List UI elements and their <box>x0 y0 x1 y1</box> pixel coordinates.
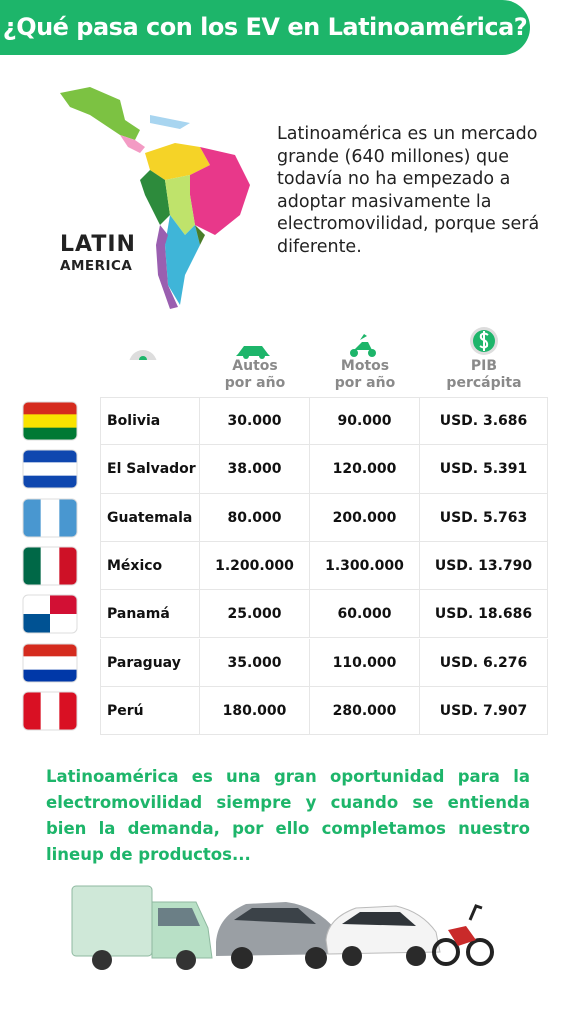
map-label-line: LATIN <box>60 232 136 257</box>
country-cell: Paraguay <box>100 638 200 687</box>
value-cell: 1.200.000 <box>200 541 310 591</box>
map-chile <box>156 225 178 309</box>
title-bar <box>0 0 530 55</box>
dollar-icon <box>479 331 489 351</box>
value-cell: USD. 13.790 <box>420 541 548 591</box>
wheel <box>92 950 112 970</box>
flag <box>22 691 78 731</box>
value-cell: USD. 5.763 <box>420 493 548 542</box>
moto <box>432 938 460 966</box>
map-label: LATIN AMERICA <box>60 234 140 274</box>
table-top-border <box>100 397 548 398</box>
truck <box>158 908 200 926</box>
car-icon <box>236 346 270 356</box>
value-cell: 35.000 <box>200 638 310 687</box>
title: ¿Qué pasa con los EV en Latinoamérica? <box>2 13 528 41</box>
flag <box>22 643 78 682</box>
value-cell: USD. 5.391 <box>420 445 548 494</box>
value-cell: USD. 7.907 <box>420 686 548 736</box>
footer-text: Latinoamérica es una gran oportunidad pa… <box>46 767 530 864</box>
value-cell: USD. 3.686 <box>420 397 548 446</box>
value-cell: 60.000 <box>310 590 420 639</box>
map-caribbean <box>150 115 190 129</box>
car-icon <box>259 353 265 359</box>
person-icon <box>139 356 147 360</box>
wheel <box>176 950 196 970</box>
value-cell: USD. 18.686 <box>420 590 548 639</box>
value-cell: 30.000 <box>200 397 310 446</box>
car <box>234 908 316 924</box>
map-bolivia <box>165 175 195 235</box>
map-colombia <box>145 143 210 180</box>
map-label-line: AMERICA <box>60 258 133 274</box>
value-cell: 1.300.000 <box>310 541 420 591</box>
truck <box>71 885 153 957</box>
country-cell: Bolivia <box>100 397 200 446</box>
country-cell: Guatemala <box>100 493 200 542</box>
map-mexico <box>60 87 140 140</box>
flag <box>22 401 78 441</box>
value-cell: 90.000 <box>310 397 420 446</box>
car <box>342 912 416 926</box>
country-cell: El Salvador <box>100 445 200 494</box>
map-uruguay <box>195 225 205 245</box>
country-cell: México <box>100 541 200 591</box>
value-cell: 200.000 <box>310 493 420 542</box>
wheel <box>305 947 327 969</box>
value-cell: 25.000 <box>200 590 310 639</box>
moto-icon <box>354 334 372 350</box>
car-icon <box>243 353 249 359</box>
column-header: Autos por año <box>224 358 286 391</box>
column-header: Motos por año <box>334 358 396 391</box>
wheel <box>231 947 253 969</box>
flag <box>22 594 78 634</box>
map-central <box>120 135 145 153</box>
person-icon <box>129 350 157 360</box>
value-cell: 180.000 <box>200 686 310 736</box>
wheel <box>406 946 426 966</box>
map-brazil <box>190 147 250 235</box>
map <box>60 87 250 309</box>
moto <box>468 904 483 921</box>
moto-icon <box>368 349 376 357</box>
value-cell: USD. 6.276 <box>420 638 548 687</box>
moto-icon <box>350 349 358 357</box>
map-argentina <box>165 215 200 305</box>
map-peru <box>140 170 170 225</box>
value-cell: 38.000 <box>200 445 310 494</box>
value-cell: 80.000 <box>200 493 310 542</box>
moto <box>466 938 494 966</box>
intro-text: Latinoamérica es un mercado grande (640 … <box>277 124 540 257</box>
moto <box>448 926 476 946</box>
value-cell: 120.000 <box>310 445 420 494</box>
value-cell: 280.000 <box>310 686 420 736</box>
value-cell: 110.000 <box>310 638 420 687</box>
column-header: PIB percápita <box>446 358 522 391</box>
header-icons <box>129 327 498 360</box>
flag <box>22 498 78 538</box>
country-cell: Panamá <box>100 590 200 639</box>
wheel <box>342 946 362 966</box>
flag <box>22 546 78 586</box>
flag <box>22 449 78 489</box>
country-cell: Perú <box>100 686 200 736</box>
vehicles <box>71 885 494 970</box>
